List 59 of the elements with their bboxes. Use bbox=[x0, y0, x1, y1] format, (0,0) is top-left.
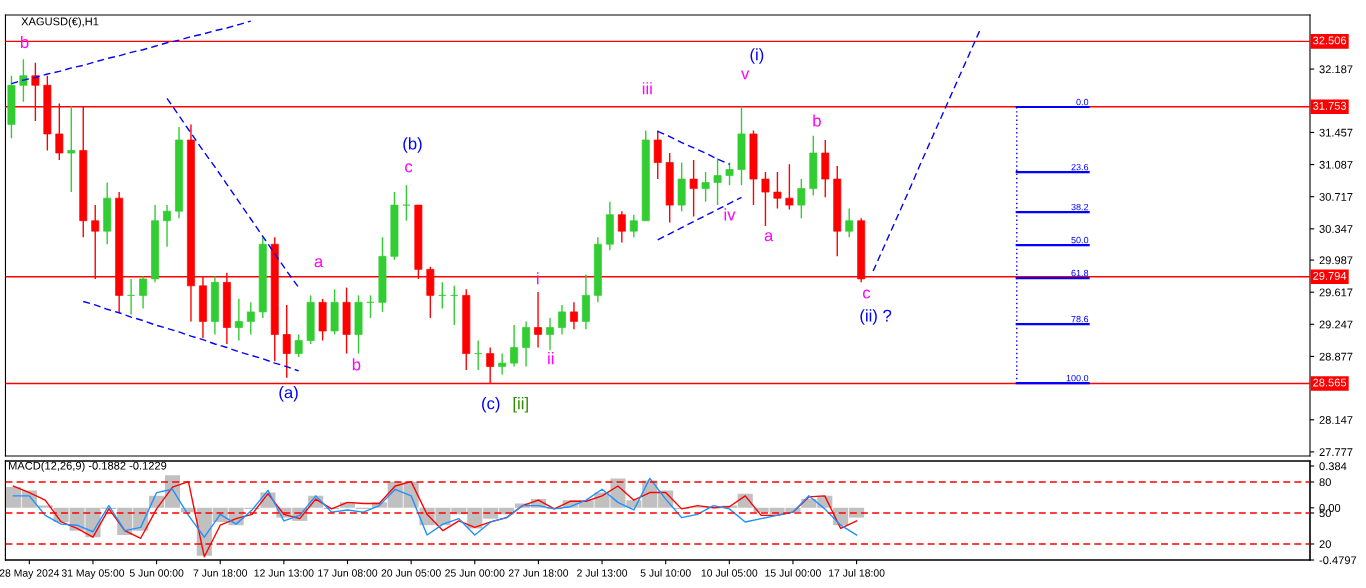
y-tick-label: 29.987 bbox=[1319, 256, 1353, 265]
series-label: 61.8 bbox=[1071, 269, 1089, 277]
annotation: v bbox=[741, 70, 750, 80]
ref-line-label: 32.506 bbox=[1313, 36, 1347, 45]
x-tick-label: 25 Jun 00:00 bbox=[445, 569, 505, 577]
x-tick-label: 12 Jun 13:00 bbox=[254, 569, 314, 577]
annotation: (a) bbox=[279, 386, 298, 402]
x-tick-label: 17 Jun 08:00 bbox=[318, 569, 378, 577]
y2-tick-label: 20 bbox=[1319, 540, 1331, 549]
x-tick-label: 17 Jul 18:00 bbox=[829, 569, 885, 577]
y-tick-label: 30.347 bbox=[1319, 225, 1353, 233]
series-label: 100.0 bbox=[1066, 374, 1089, 382]
annotation: iii bbox=[642, 82, 652, 95]
y-tick-label: 29.247 bbox=[1319, 320, 1353, 329]
y-tick-label: -0.4797 bbox=[1319, 556, 1357, 565]
y-tick-label: 32.187 bbox=[1319, 65, 1353, 74]
ref-line-label: 29.794 bbox=[1313, 271, 1347, 280]
x-tick-label: 27 Jun 18:00 bbox=[508, 569, 569, 577]
series-label: 50.0 bbox=[1071, 236, 1089, 244]
series-label: 0.0 bbox=[1076, 98, 1089, 106]
series-label: 78.6 bbox=[1071, 315, 1089, 323]
annotation: a bbox=[764, 232, 774, 242]
y-tick-label: 31.087 bbox=[1319, 160, 1353, 169]
y-tick-label: 28.147 bbox=[1319, 416, 1353, 424]
annotation: [ii] bbox=[513, 397, 528, 413]
y-tick-label: 29.617 bbox=[1319, 288, 1353, 297]
y-tick-label: 27.777 bbox=[1319, 448, 1353, 456]
x-tick-label: 28 May 2024 bbox=[0, 569, 60, 579]
annotation: (ii) ? bbox=[860, 309, 892, 325]
annotation: (i) bbox=[750, 48, 764, 64]
annotation: b bbox=[813, 114, 821, 127]
y-tick-label: 31.457 bbox=[1319, 128, 1353, 137]
series-label: 23.6 bbox=[1071, 163, 1089, 171]
annotation: ii bbox=[548, 352, 554, 365]
annotation: a bbox=[314, 258, 324, 268]
y-tick-label: 30.717 bbox=[1319, 192, 1353, 201]
annotation: b bbox=[352, 358, 361, 371]
x-tick-label: 2 Jul 13:00 bbox=[577, 569, 628, 577]
y-tick-label: 28.877 bbox=[1319, 352, 1353, 361]
x-tick-label: 10 Jul 05:00 bbox=[701, 569, 758, 577]
y-tick-label: 0.384 bbox=[1319, 462, 1347, 471]
x-tick-label: 7 Jun 18:00 bbox=[193, 569, 248, 577]
x-tick-label: 20 Jun 05:00 bbox=[381, 569, 441, 577]
x-tick-label: 31 May 05:00 bbox=[61, 569, 125, 579]
ref-line-label: 31.753 bbox=[1313, 101, 1347, 110]
chart-title: XAGUSD(€),H1 bbox=[21, 17, 99, 28]
series-label: 38.2 bbox=[1071, 203, 1089, 211]
y2-tick-label: 80 bbox=[1319, 478, 1331, 487]
x-tick-label: 5 Jun 00:00 bbox=[129, 569, 184, 577]
x-tick-label: 15 Jul 00:00 bbox=[765, 569, 821, 577]
annotation: (b) bbox=[403, 137, 422, 153]
annotation: c bbox=[405, 163, 413, 173]
annotation: c bbox=[863, 289, 871, 299]
annotation: iv bbox=[724, 208, 736, 221]
annotation: (c) bbox=[482, 397, 500, 413]
ref-line-label: 28.565 bbox=[1313, 378, 1347, 387]
x-tick-label: 5 Jul 10:00 bbox=[640, 569, 691, 577]
chart-title: MACD(12,26,9) -0.1882 -0.1229 bbox=[8, 461, 167, 472]
annotation: i bbox=[536, 272, 539, 285]
